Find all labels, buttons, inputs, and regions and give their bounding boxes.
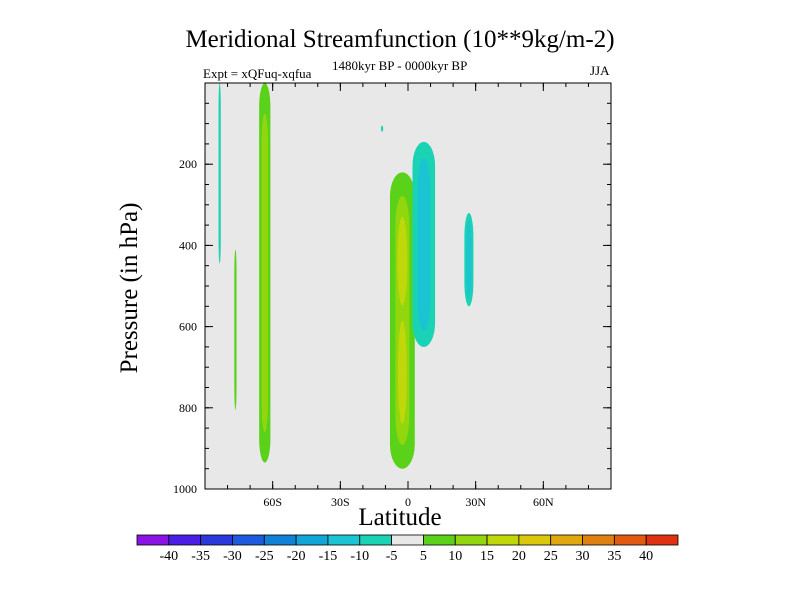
colorbar-label: 10 <box>448 549 462 564</box>
colorbar-label: 40 <box>639 549 653 564</box>
feature-positive-core-equator <box>389 172 415 469</box>
colorbar-label: 5 <box>420 549 427 564</box>
feature-inner-contour <box>417 158 431 331</box>
colorbar: -40 -35 -30 -25 -20 -15 -10 -5 5 10 15 20 25 30 35 40 <box>136 534 679 564</box>
feature-negative-speck-11s <box>380 125 384 132</box>
feature-outer-contour <box>380 125 384 132</box>
colorbar-swatch <box>232 534 265 546</box>
y-tick-label: 200 <box>179 157 197 171</box>
feature-negative-cell-28n <box>464 212 474 307</box>
season-label: JJA <box>590 63 610 78</box>
colorbar-swatch <box>200 534 233 546</box>
feature-inner-contour <box>466 220 472 299</box>
y-tick-label: 800 <box>179 401 197 415</box>
colorbar-swatch <box>454 534 488 546</box>
time-range-label: 1480kyr BP - 0000kyr BP <box>332 58 468 73</box>
x-axis-label: Latitude <box>358 504 442 531</box>
colorbar-swatch <box>263 534 297 546</box>
x-tick-label: 60S <box>263 495 282 509</box>
colorbar-label: -5 <box>386 549 398 564</box>
colorbar-swatch <box>423 534 456 546</box>
colorbar-swatch <box>391 534 424 546</box>
colorbar-swatch <box>486 534 520 546</box>
y-tick-label: 1000 <box>173 482 197 496</box>
colorbar-label: -10 <box>350 549 369 564</box>
feature-positive-column-63s <box>259 83 271 463</box>
colorbar-label: -25 <box>255 549 274 564</box>
feature-outer-contour <box>218 83 221 264</box>
x-tick-label: 0 <box>405 495 411 509</box>
experiment-label: Expt = xQFuq-xqfua <box>203 66 312 81</box>
colorbar-swatch <box>582 534 615 546</box>
feature-core-contour <box>397 216 408 306</box>
colorbar-swatch <box>136 534 170 546</box>
y-tick-label: 400 <box>179 238 197 252</box>
x-tick-label: 30N <box>465 495 486 509</box>
feature-outer-contour <box>234 249 237 410</box>
colorbar-label: -40 <box>159 549 178 564</box>
colorbar-swatch <box>327 534 361 546</box>
colorbar-swatch <box>359 534 392 546</box>
colorbar-swatch <box>518 534 552 546</box>
colorbar-swatch <box>645 534 679 546</box>
colorbar-label: -20 <box>287 549 306 564</box>
colorbar-label: 35 <box>607 549 621 564</box>
colorbar-label: 30 <box>576 549 590 564</box>
x-tick-label: 60N <box>533 495 554 509</box>
feature-inner-contour <box>261 113 268 433</box>
y-tick-label: 600 <box>179 320 197 334</box>
x-tick-label: 30S <box>331 495 350 509</box>
colorbar-swatch <box>295 534 329 546</box>
axis-ticks: 60S 30S 0 30N 60N 200 400 600 800 1000 <box>173 83 611 509</box>
feature-positive-sliver-77s <box>234 249 237 410</box>
feature-core-contour <box>397 320 407 425</box>
contour-features <box>218 83 474 469</box>
colorbar-label: 15 <box>480 549 494 564</box>
colorbar-label: 25 <box>544 549 558 564</box>
chart-title: Meridional Streamfunction (10**9kg/m-2) <box>185 26 615 53</box>
colorbar-swatch <box>168 534 202 546</box>
colorbar-label: 20 <box>512 549 526 564</box>
feature-negative-cell-10n <box>412 141 436 347</box>
colorbar-swatch <box>550 534 583 546</box>
colorbar-swatch <box>613 534 647 546</box>
colorbar-label: -15 <box>319 549 338 564</box>
colorbar-label: -35 <box>191 549 210 564</box>
colorbar-label: -30 <box>223 549 242 564</box>
feature-negative-sliver-83s <box>218 83 221 264</box>
